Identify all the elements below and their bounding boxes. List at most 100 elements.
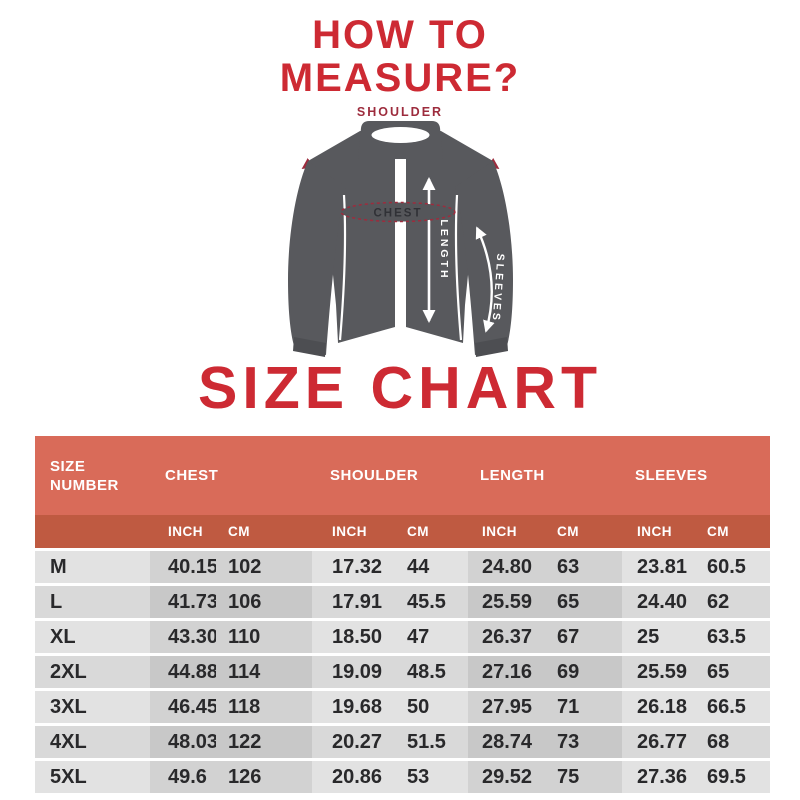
measurement-cell: 126 [216, 761, 312, 793]
measurement-cell: 40.15 [150, 551, 218, 583]
measurement-cell: 114 [216, 656, 312, 688]
measurement-cell: 62 [695, 586, 770, 618]
seam-right [454, 194, 463, 341]
measurement-cell: 25.59 [622, 656, 695, 688]
measurement-cell: 26.77 [622, 726, 695, 758]
page-title-line1: HOW TO [312, 13, 488, 57]
measurement-cell: 67 [545, 621, 622, 653]
measurement-cell: 17.91 [312, 586, 395, 618]
measurement-cell: 20.86 [312, 761, 395, 793]
size-chart-heading: SIZE CHART [198, 355, 602, 421]
measurement-cell: 118 [216, 691, 312, 723]
unit-header: INCH [332, 524, 367, 539]
jacket-cuff-right [475, 337, 508, 357]
measurement-cell: 27.95 [468, 691, 545, 723]
size-cell: 4XL [35, 726, 150, 758]
unit-header: INCH [168, 524, 203, 539]
unit-header: INCH [637, 524, 672, 539]
measurement-cell: 28.74 [468, 726, 545, 758]
length-label: LENGTH [438, 219, 450, 280]
measurement-cell: 26.37 [468, 621, 545, 653]
measurement-cell: 51.5 [395, 726, 468, 758]
measurement-cell: 27.16 [468, 656, 545, 688]
unit-header: CM [228, 524, 250, 539]
neck-opening [371, 127, 430, 143]
size-chart-table: SIZE NUMBER CHEST SHOULDER LENGTH SLEEVE… [35, 436, 770, 793]
measurement-cell: 102 [216, 551, 312, 583]
measurement-cell: 69.5 [695, 761, 770, 793]
measurement-cell: 18.50 [312, 621, 395, 653]
size-cell: L [35, 586, 150, 618]
measurement-cell: 63 [545, 551, 622, 583]
sleeves-header: SLEEVES [635, 467, 708, 484]
size-cell: M [35, 551, 150, 583]
measurement-cell: 23.81 [622, 551, 695, 583]
measurement-cell: 53 [395, 761, 468, 793]
jacket-cuff-left [293, 337, 326, 357]
measurement-cell: 29.52 [468, 761, 545, 793]
measurement-cell: 41.73 [150, 586, 218, 618]
measurement-cell: 106 [216, 586, 312, 618]
measurement-cell: 48.5 [395, 656, 468, 688]
size-number-header: SIZE NUMBER [50, 457, 119, 494]
measurement-cell: 75 [545, 761, 622, 793]
table-row: 5XL 49.6 126 20.86 53 29.52 75 27.36 69.… [35, 761, 770, 793]
measurement-cell: 65 [545, 586, 622, 618]
measurement-cell: 24.80 [468, 551, 545, 583]
chest-header: CHEST [165, 467, 219, 484]
measurement-cell: 26.18 [622, 691, 695, 723]
jacket-illustration: CHEST LENGTH SLEEVES SHOULDER [288, 105, 513, 357]
measurement-cell: 47 [395, 621, 468, 653]
chest-measure-ellipse [340, 201, 456, 223]
measurement-cell: 65 [695, 656, 770, 688]
table-row: 2XL 44.88 114 19.09 48.5 27.16 69 25.59 … [35, 656, 770, 688]
measurement-cell: 122 [216, 726, 312, 758]
measurement-cell: 27.36 [622, 761, 695, 793]
measurement-cell: 24.40 [622, 586, 695, 618]
size-cell: 2XL [35, 656, 150, 688]
measurement-cell: 110 [216, 621, 312, 653]
table-row: XL 43.30 110 18.50 47 26.37 67 25 63.5 [35, 621, 770, 653]
table-row: 4XL 48.03 122 20.27 51.5 28.74 73 26.77 … [35, 726, 770, 758]
shoulder-header: SHOULDER [330, 467, 419, 484]
sleeves-label: SLEEVES [490, 253, 507, 323]
measurement-cell: 49.6 [150, 761, 216, 793]
measurement-cell: 60.5 [695, 551, 770, 583]
unit-header: CM [707, 524, 729, 539]
jacket-sleeve-left [288, 161, 346, 355]
size-cell: 3XL [35, 691, 150, 723]
table-row: M 40.15 102 17.32 44 24.80 63 23.81 60.5 [35, 551, 770, 583]
measurement-cell: 45.5 [395, 586, 468, 618]
table-row: 3XL 46.45 118 19.68 50 27.95 71 26.18 66… [35, 691, 770, 723]
measurement-cell: 73 [545, 726, 622, 758]
unit-header-row: INCH CM INCH CM INCH CM INCH CM [35, 515, 770, 548]
unit-header: CM [407, 524, 429, 539]
page-title: HOW TO MEASURE? [0, 14, 800, 100]
measurement-cell: 20.27 [312, 726, 395, 758]
measurement-cell: 19.09 [312, 656, 395, 688]
unit-header: INCH [482, 524, 517, 539]
shoulder-label: SHOULDER [357, 105, 443, 119]
measurement-cell: 43.30 [150, 621, 218, 653]
measurement-cell: 25.59 [468, 586, 545, 618]
unit-header: CM [557, 524, 579, 539]
size-cell: 5XL [35, 761, 150, 793]
measurement-cell: 25 [622, 621, 695, 653]
measurement-cell: 48.03 [150, 726, 218, 758]
chest-label: CHEST [374, 208, 423, 220]
measurement-cell: 44.88 [150, 656, 218, 688]
sleeves-measure-arrow [475, 226, 495, 333]
measurement-cell: 50 [395, 691, 468, 723]
measurement-cell: 63.5 [695, 621, 770, 653]
table-header-row: SIZE NUMBER CHEST SHOULDER LENGTH SLEEVE… [35, 436, 770, 515]
measurement-cell: 17.32 [312, 551, 395, 583]
page-title-line2: MEASURE? [279, 56, 521, 100]
measurement-cell: 46.45 [150, 691, 218, 723]
size-cell: XL [35, 621, 150, 653]
table-row: L 41.73 106 17.91 45.5 25.59 65 24.40 62 [35, 586, 770, 618]
jacket-measurement-diagram: CHEST LENGTH SLEEVES SHOULDER [270, 95, 530, 375]
measurement-cell: 69 [545, 656, 622, 688]
length-header: LENGTH [480, 467, 545, 484]
measurement-cell: 66.5 [695, 691, 770, 723]
